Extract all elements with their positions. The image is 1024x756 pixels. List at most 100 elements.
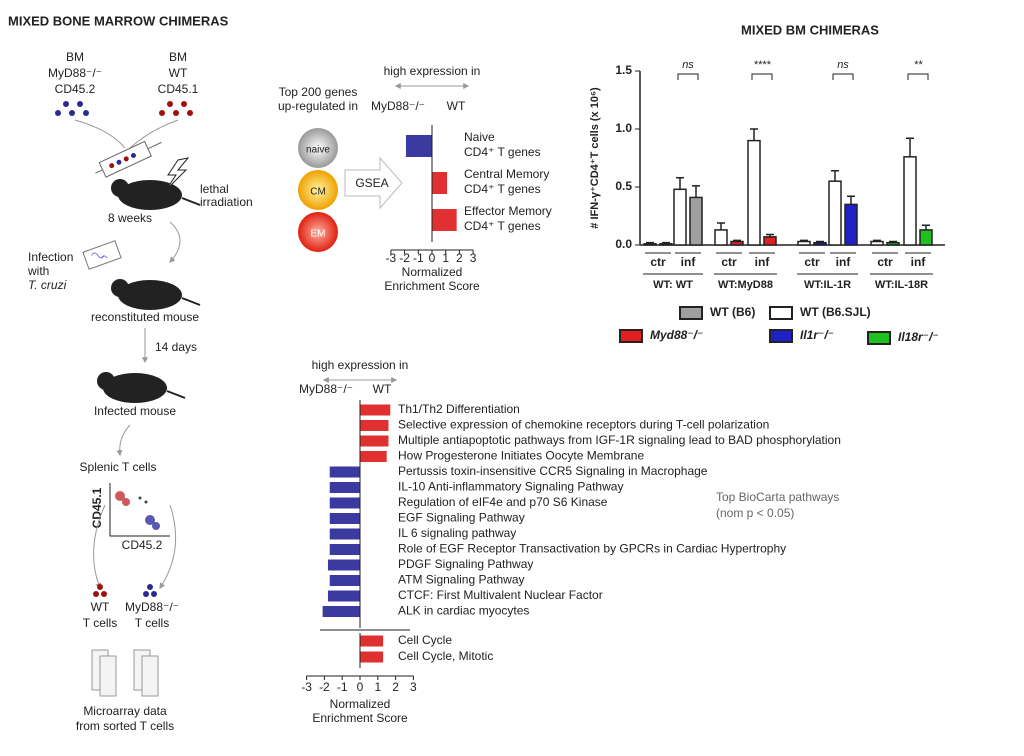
legend-swatch [679, 306, 703, 320]
bar [659, 243, 673, 246]
category-label: Role of EGF Receptor Transactivation by … [398, 542, 786, 556]
bm-label: WT [169, 66, 188, 80]
bm-label: CD45.1 [158, 82, 199, 96]
label: Top 200 genes [279, 85, 358, 99]
circle-label: CM [310, 187, 326, 198]
category-label: EGF Signaling Pathway [398, 511, 525, 525]
side-label: WT [447, 99, 466, 113]
x-tick-label: -3 [301, 680, 312, 694]
bar [329, 482, 360, 493]
category-label: Multiple antiapoptotic pathways from IGF… [398, 433, 841, 447]
error-bar [800, 239, 808, 242]
label: Infected mouse [94, 404, 176, 418]
bar [673, 188, 687, 246]
bar [360, 435, 389, 447]
x-tick-label: -2 [319, 680, 330, 694]
sig-bracket [907, 73, 929, 80]
label: T cells [135, 616, 169, 630]
bar [327, 590, 360, 602]
label: reconstituted mouse [91, 310, 199, 324]
mouse [111, 179, 201, 210]
error-bar [733, 239, 741, 242]
bm-label: MyD88⁻/⁻ [48, 66, 102, 80]
significance: ** [914, 59, 923, 71]
bar [432, 209, 457, 231]
category-label: Cell Cycle [398, 633, 452, 647]
error-bar [873, 239, 881, 242]
arrow [93, 504, 106, 590]
bar [329, 528, 360, 540]
category-label: ALK in cardiac myocytes [398, 604, 529, 618]
category-label: Th1/Th2 Differentiation [398, 402, 520, 416]
axis-label: CD45.1 [90, 487, 104, 528]
legend-label: WT (B6) [710, 305, 755, 319]
label: irradiation [200, 195, 253, 209]
header: high expression in [384, 64, 481, 78]
significance: ns [837, 59, 849, 71]
bar [327, 559, 360, 571]
left-title: MIXED BONE MARROW CHIMERAS [8, 13, 229, 28]
bm-label: BM [169, 50, 187, 64]
label: 14 days [155, 340, 197, 354]
syringe [82, 240, 122, 270]
legend-label: Myd88⁻/⁻ [650, 328, 703, 342]
bar [360, 635, 384, 647]
bar [886, 241, 900, 246]
y-tick-label: 1.0 [615, 121, 632, 135]
category-label: CD4⁺ T genes [464, 145, 541, 159]
bar [730, 240, 744, 246]
gsea-arrow [344, 156, 403, 210]
plot-axes [109, 483, 170, 537]
x-tick-label: -3 [386, 251, 397, 265]
microarray-icons [91, 649, 159, 697]
connector [74, 119, 179, 149]
sig-bracket [677, 73, 699, 80]
sig-bracket [751, 73, 773, 80]
x-tick-label: 0 [429, 251, 436, 265]
mouse [97, 372, 186, 403]
category-label: Regulation of eIF4e and p70 S6 Kinase [398, 495, 608, 509]
y-tick-label: 0.0 [615, 237, 632, 251]
label: T cells [83, 616, 117, 630]
cell-dots [55, 101, 193, 116]
x-tick-label: 0 [357, 680, 364, 694]
category-label: Selective expression of chemokine recept… [398, 418, 769, 432]
x-tick-label: inf [836, 255, 852, 269]
legend-swatch [769, 306, 793, 320]
category-label: IL-10 Anti-inflammatory Signaling Pathwa… [398, 480, 623, 494]
bm-label: CD45.2 [55, 82, 96, 96]
legend-label: WT (B6.SJL) [800, 305, 871, 319]
x-axis-label: Enrichment Score [312, 711, 408, 725]
x-tick-label: ctr [721, 255, 737, 269]
bar [360, 651, 384, 663]
syringe [95, 140, 162, 178]
x-tick-label: 1 [374, 680, 381, 694]
category-label: Effector Memory [464, 204, 552, 218]
significance: **** [753, 59, 771, 71]
annotation: (nom p < 0.05) [716, 506, 794, 520]
label: T. cruzi [28, 278, 67, 292]
x-tick-label: ctr [804, 255, 820, 269]
error-bar [662, 241, 670, 244]
facs-dots [115, 491, 160, 530]
label: WT [91, 600, 110, 614]
x-tick-label: -1 [413, 251, 424, 265]
label: from sorted T cells [76, 719, 174, 733]
error-bar [750, 128, 758, 141]
legend-swatch [769, 329, 793, 343]
category-label: How Progesterone Initiates Oocyte Membra… [398, 449, 644, 463]
label: with [27, 264, 49, 278]
label: MyD88⁻/⁻ [125, 600, 179, 614]
naive-circle [298, 128, 338, 168]
bar [813, 241, 827, 246]
bar [714, 229, 728, 246]
category-label: CD4⁺ T genes [464, 182, 541, 196]
circle-label: naive [306, 145, 330, 156]
bar [432, 172, 448, 194]
group-label: WT:MyD88 [718, 279, 773, 291]
bar [870, 240, 884, 246]
bm-label: BM [66, 50, 84, 64]
error-bar [889, 240, 897, 243]
chart-title: MIXED BM CHIMERAS [741, 22, 879, 37]
bar [360, 404, 391, 416]
